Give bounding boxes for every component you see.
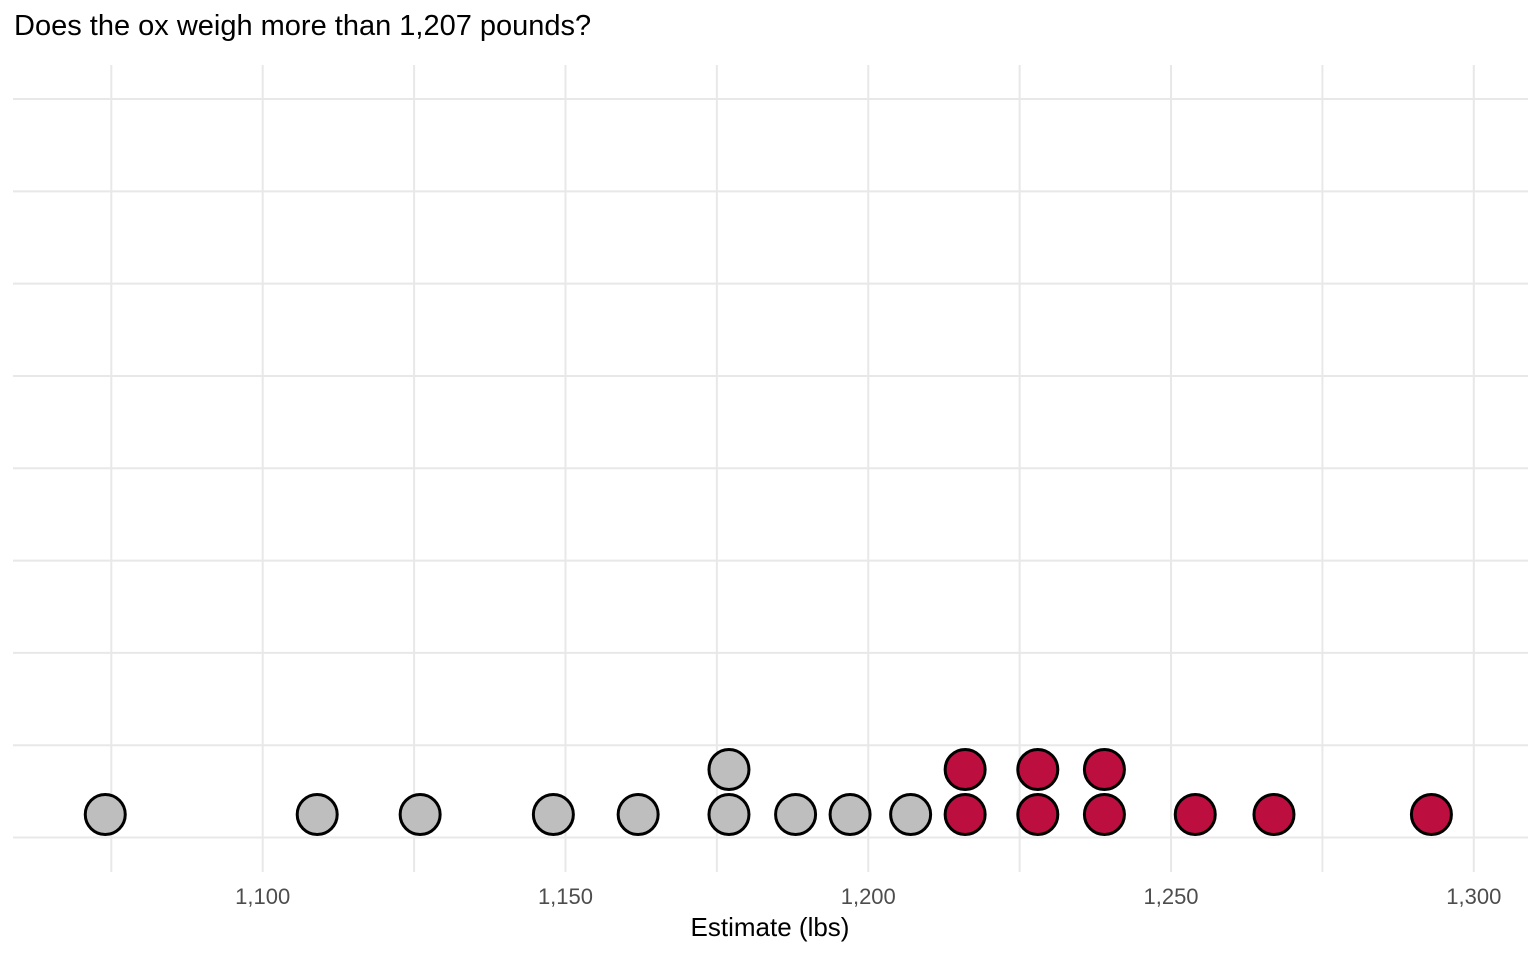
- x-tick-label: 1,300: [1446, 884, 1502, 909]
- estimate-dot-under: [295, 793, 339, 836]
- estimate-dot-over: [1252, 793, 1296, 836]
- estimate-dot-over: [1409, 793, 1453, 836]
- estimate-dot-over: [1016, 793, 1060, 836]
- estimate-dot-under: [774, 793, 818, 836]
- estimate-dot-over: [943, 793, 987, 836]
- chart-title: Does the ox weigh more than 1,207 pounds…: [14, 10, 592, 42]
- x-tick-label: 1,100: [235, 884, 291, 909]
- estimate-dot-under: [828, 793, 872, 836]
- estimate-dot-over: [1016, 748, 1060, 791]
- estimate-dot-over: [1082, 748, 1126, 791]
- estimate-dot-under: [707, 793, 751, 836]
- estimate-dot-under: [398, 793, 442, 836]
- estimate-dot-over: [1173, 793, 1217, 836]
- estimate-dot-under: [531, 793, 575, 836]
- x-tick-label: 1,150: [537, 884, 593, 909]
- estimate-dot-under: [616, 793, 660, 836]
- x-axis-title: Estimate (lbs): [690, 912, 850, 942]
- x-tick-label: 1,200: [840, 884, 896, 909]
- estimate-dot-under: [83, 793, 127, 836]
- estimate-dot-under: [889, 793, 933, 836]
- x-tick-label: 1,250: [1143, 884, 1199, 909]
- estimate-dot-over: [1082, 793, 1126, 836]
- estimate-dot-under: [707, 748, 751, 791]
- estimate-dot-over: [943, 748, 987, 791]
